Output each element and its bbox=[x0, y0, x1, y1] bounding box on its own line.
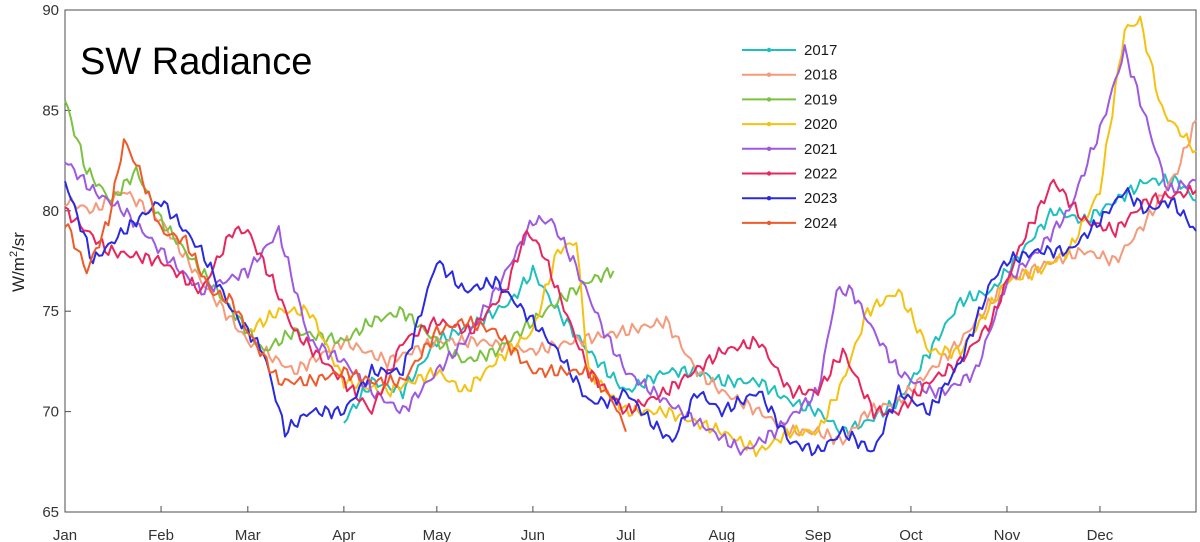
legend-label: 2017 bbox=[804, 42, 837, 59]
x-tick-label: Jun bbox=[521, 527, 545, 542]
x-tick-label: Oct bbox=[899, 527, 923, 542]
legend-item-2023: 2023 bbox=[742, 190, 837, 207]
legend-label: 2023 bbox=[804, 190, 837, 207]
legend-marker bbox=[766, 121, 772, 127]
legend-marker bbox=[766, 171, 772, 176]
legend: 2017 2018 2019 2020 2021 2022 2023 2024 bbox=[742, 42, 837, 232]
legend-label: 2022 bbox=[804, 166, 837, 183]
x-tick-label: Dec bbox=[1087, 527, 1114, 542]
x-tick-label: Nov bbox=[994, 527, 1021, 542]
x-tick-label: Sep bbox=[805, 527, 832, 542]
axes-layer bbox=[64, 9, 1197, 513]
legend-item-2017: 2017 bbox=[742, 42, 837, 59]
legend-marker bbox=[766, 146, 772, 151]
series-line-2019 bbox=[64, 100, 615, 364]
series-line-2020 bbox=[247, 15, 1197, 458]
legend-marker bbox=[766, 47, 772, 53]
y-tick-label: 90 bbox=[42, 2, 59, 19]
chart-title: SW Radiance bbox=[80, 41, 312, 83]
x-tick-label: Feb bbox=[148, 527, 174, 542]
legend-label: 2020 bbox=[804, 116, 837, 133]
legend-item-2024: 2024 bbox=[742, 215, 837, 232]
plot-frame bbox=[64, 9, 1197, 513]
series-line-2021 bbox=[64, 44, 1197, 456]
legend-marker bbox=[766, 196, 772, 201]
x-tick-label: May bbox=[423, 527, 452, 542]
legend-marker bbox=[766, 220, 772, 226]
legend-label: 2021 bbox=[804, 141, 837, 158]
y-tick-label: 65 bbox=[42, 504, 59, 521]
x-tick-label: Jul bbox=[616, 527, 635, 542]
x-tick-label: Apr bbox=[332, 527, 355, 542]
legend-label: 2018 bbox=[804, 67, 837, 84]
series-layer bbox=[64, 15, 1197, 458]
y-tick-label: 75 bbox=[42, 303, 59, 320]
legend-marker bbox=[766, 72, 772, 77]
x-tick-label: Aug bbox=[709, 527, 736, 542]
legend-label: 2019 bbox=[804, 91, 837, 108]
legend-item-2019: 2019 bbox=[742, 91, 837, 108]
x-tick-label: Mar bbox=[235, 527, 261, 542]
legend-item-2020: 2020 bbox=[742, 116, 837, 133]
y-tick-label: 85 bbox=[42, 102, 59, 119]
x-tick-label: Jan bbox=[53, 527, 77, 542]
legend-label: 2024 bbox=[804, 215, 837, 232]
legend-marker bbox=[766, 97, 772, 102]
legend-item-2022: 2022 bbox=[742, 166, 837, 183]
tick-labels-layer: 65 70 75 80 85 90 Jan Feb Mar Apr May Jun Jul Aug Sep O… bbox=[42, 2, 1113, 542]
y-tick-label: 70 bbox=[42, 404, 59, 421]
y-tick-label: 80 bbox=[42, 203, 59, 220]
legend-item-2021: 2021 bbox=[742, 141, 837, 158]
series-line-2024 bbox=[64, 138, 627, 433]
legend-item-2018: 2018 bbox=[742, 67, 837, 84]
series-line-2022 bbox=[64, 178, 1197, 420]
y-axis-label: W/m2/sr bbox=[8, 232, 28, 292]
